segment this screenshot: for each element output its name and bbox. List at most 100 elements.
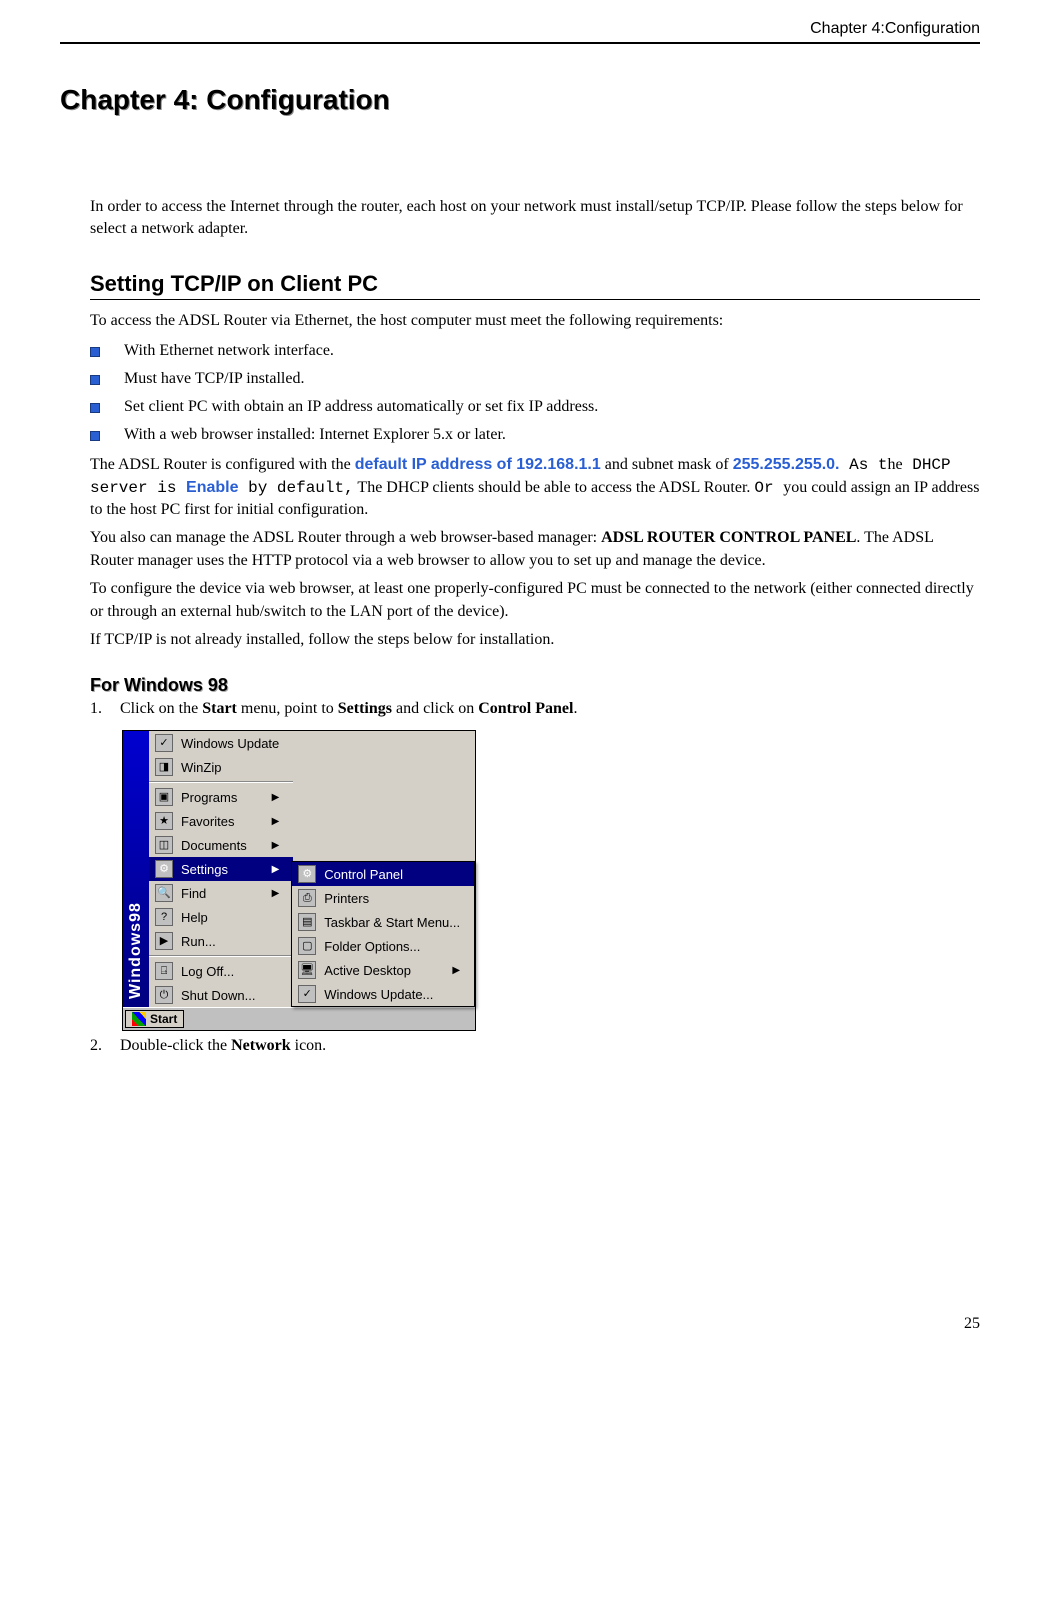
folder-icon: ▢ <box>298 937 316 955</box>
settings-icon: ⚙ <box>155 860 173 878</box>
menu-item-favorites[interactable]: ★Favorites▶ <box>149 809 293 833</box>
menu-label: Taskbar & Start Menu... <box>324 915 460 930</box>
bullet-row: With Ethernet network interface. <box>90 342 980 360</box>
menu-separator <box>149 955 293 957</box>
menu-item-documents[interactable]: ◫Documents▶ <box>149 833 293 857</box>
text: . <box>573 700 577 717</box>
enable-highlight: Enable <box>186 479 238 496</box>
menu-label: Shut Down... <box>181 988 255 1003</box>
submenu-item-active-desktop[interactable]: 🖥Active Desktop▶ <box>292 958 474 982</box>
menu-label: Folder Options... <box>324 939 420 954</box>
mono-text: Or <box>754 479 783 497</box>
help-icon: ? <box>155 908 173 926</box>
submenu-item-printers[interactable]: ⎙ Printers <box>292 886 474 910</box>
menu-item-find[interactable]: 🔍 Find ▶ <box>149 881 293 905</box>
start-button[interactable]: Start <box>125 1010 184 1028</box>
text: he <box>888 456 903 473</box>
windows-stripe: Windows98 <box>123 731 149 1007</box>
start-label: Start <box>150 1012 177 1026</box>
taskbar: Start <box>123 1007 475 1030</box>
windows-logo-icon <box>132 1012 146 1026</box>
menu-item-settings[interactable]: ⚙ Settings ▶ <box>149 857 293 881</box>
menu-item-logoff[interactable]: ⍈Log Off... <box>149 959 293 983</box>
config-paragraph: The ADSL Router is configured with the d… <box>90 454 980 521</box>
step-text: Double-click the Network icon. <box>120 1037 326 1055</box>
bullet-text: With Ethernet network interface. <box>124 342 334 360</box>
square-bullet-icon <box>90 347 100 357</box>
programs-icon: ▣ <box>155 788 173 806</box>
square-bullet-icon <box>90 431 100 441</box>
menu-label: Settings <box>181 862 228 877</box>
section1-lead: To access the ADSL Router via Ethernet, … <box>90 310 980 332</box>
section-title-tcpip: Setting TCP/IP on Client PC <box>90 271 980 300</box>
printers-icon: ⎙ <box>298 889 316 907</box>
config-note: To configure the device via web browser,… <box>90 578 980 623</box>
documents-icon: ◫ <box>155 836 173 854</box>
submenu-item-taskbar[interactable]: ▤ Taskbar & Start Menu... <box>292 910 474 934</box>
menu-label: Help <box>181 910 208 925</box>
menu-item-run[interactable]: ▶ Run... <box>149 929 293 953</box>
bullet-row: With a web browser installed: Internet E… <box>90 426 980 444</box>
menu-label: Run... <box>181 934 216 949</box>
chevron-right-icon: ▶ <box>272 864 280 875</box>
menu-label: Printers <box>324 891 369 906</box>
start-menu-screenshot: Windows98 ✓Windows Update ◨WinZip ▣Progr… <box>122 730 476 1031</box>
text: Double-click the <box>120 1037 231 1054</box>
menu-label: Windows Update... <box>324 987 433 1002</box>
menu-separator <box>149 781 293 783</box>
subsection-title-win98: For Windows 98 <box>90 675 980 696</box>
mono-text: by default, <box>238 479 353 497</box>
submenu-item-windows-update[interactable]: ✓ Windows Update... <box>292 982 474 1006</box>
start-menu-column: ✓Windows Update ◨WinZip ▣Programs▶ ★Favo… <box>149 731 293 1007</box>
header-text: Chapter 4:Configuration <box>810 20 980 37</box>
menu-item-help[interactable]: ? Help <box>149 905 293 929</box>
menu-label: Active Desktop <box>324 963 411 978</box>
update-icon: ✓ <box>298 985 316 1003</box>
chevron-right-icon: ▶ <box>272 888 280 899</box>
running-header: Chapter 4:Configuration <box>60 20 980 44</box>
bold-network: Network <box>231 1037 291 1054</box>
menu-item-windows-update[interactable]: ✓Windows Update <box>149 731 293 755</box>
menu-item-shutdown[interactable]: ⏻ Shut Down... <box>149 983 293 1007</box>
find-icon: 🔍 <box>155 884 173 902</box>
text: icon. <box>291 1037 327 1054</box>
menu-label: WinZip <box>181 760 221 775</box>
mono-text: As t <box>840 456 888 474</box>
submenu-item-control-panel[interactable]: ⚙ Control Panel <box>292 862 474 886</box>
menu-label: Find <box>181 886 206 901</box>
bold-start: Start <box>202 700 237 717</box>
chevron-right-icon: ▶ <box>272 792 280 803</box>
menu-item-winzip[interactable]: ◨ WinZip <box>149 755 293 779</box>
menu-label: Control Panel <box>324 867 403 882</box>
bullet-text: Must have TCP/IP installed. <box>124 370 304 388</box>
text: and subnet mask of <box>601 456 733 473</box>
bold-control-panel: Control Panel <box>478 700 573 717</box>
submenu-item-folder-options[interactable]: ▢ Folder Options... <box>292 934 474 958</box>
ip-highlight: default IP address of 192.168.1.1 <box>355 456 601 473</box>
step-1: 1. Click on the Start menu, point to Set… <box>90 700 980 718</box>
taskbar-icon: ▤ <box>298 913 316 931</box>
menu-item-programs[interactable]: ▣Programs▶ <box>149 785 293 809</box>
menu-label: Log Off... <box>181 964 234 979</box>
intro-paragraph: In order to access the Internet through … <box>90 196 980 241</box>
menu-label: Favorites <box>181 814 234 829</box>
install-note: If TCP/IP is not already installed, foll… <box>90 629 980 651</box>
control-panel-icon: ⚙ <box>298 865 316 883</box>
chapter-title: Chapter 4: Configuration <box>60 84 980 116</box>
winzip-icon: ◨ <box>155 758 173 776</box>
step-2: 2. Double-click the Network icon. <box>90 1037 980 1055</box>
step-text: Click on the Start menu, point to Settin… <box>120 700 577 718</box>
text: Click on the <box>120 700 202 717</box>
run-icon: ▶ <box>155 932 173 950</box>
bullet-row: Set client PC with obtain an IP address … <box>90 398 980 416</box>
panel-label: ADSL ROUTER CONTROL PANEL <box>601 529 856 546</box>
bullet-row: Must have TCP/IP installed. <box>90 370 980 388</box>
bullet-text: With a web browser installed: Internet E… <box>124 426 506 444</box>
step-number: 1. <box>90 700 120 718</box>
desktop-icon: 🖥 <box>298 961 316 979</box>
menu-label: Windows Update <box>181 736 279 751</box>
shutdown-icon: ⏻ <box>155 986 173 1004</box>
text: The DHCP clients should be able to acces… <box>354 479 755 496</box>
chevron-right-icon: ▶ <box>272 816 280 827</box>
chevron-right-icon: ▶ <box>272 840 280 851</box>
